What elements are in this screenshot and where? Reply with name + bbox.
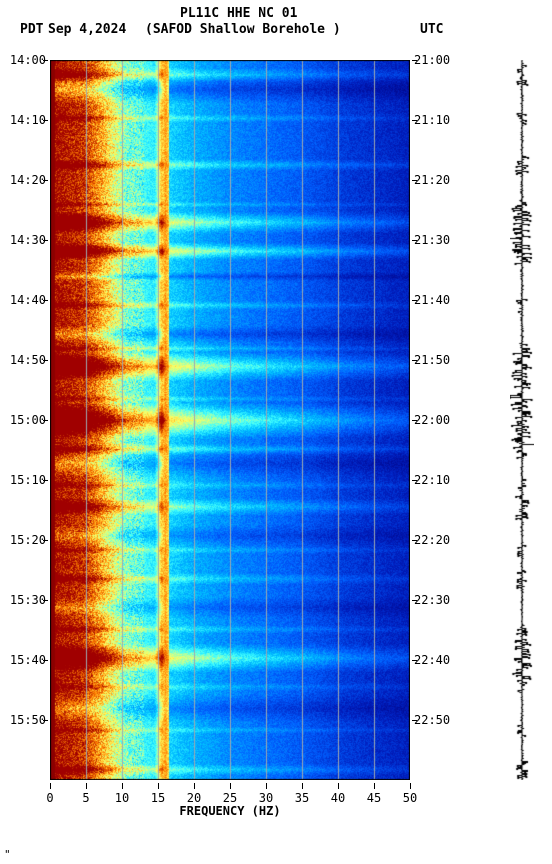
title-date: Sep 4,2024 (48, 22, 126, 37)
x-axis-label: FREQUENCY (HZ) (50, 804, 410, 818)
x-tick: 10 (115, 791, 129, 805)
y-right-tick: 21:30 (414, 233, 450, 247)
x-axis-ticks: 05101520253035404550 (50, 783, 410, 803)
y-left-tick: 15:40 (10, 653, 46, 667)
y-right-tick: 22:30 (414, 593, 450, 607)
corner-mark: " (4, 848, 11, 861)
y-left-tick: 14:20 (10, 173, 46, 187)
y-axis-left: 14:0014:1014:2014:3014:4014:5015:0015:10… (0, 60, 48, 780)
y-left-tick: 14:00 (10, 53, 46, 67)
y-right-tick: 22:40 (414, 653, 450, 667)
x-tick: 0 (46, 791, 53, 805)
y-right-tick: 22:50 (414, 713, 450, 727)
y-left-tick: 15:00 (10, 413, 46, 427)
title-pdt: PDT (20, 22, 43, 37)
x-tick: 35 (295, 791, 309, 805)
y-left-tick: 14:50 (10, 353, 46, 367)
x-tick: 20 (187, 791, 201, 805)
spectrogram-canvas (50, 60, 410, 780)
title-station: PL11C HHE NC 01 (180, 6, 297, 21)
x-tick: 25 (223, 791, 237, 805)
y-right-tick: 21:40 (414, 293, 450, 307)
x-tick: 15 (151, 791, 165, 805)
y-left-tick: 14:10 (10, 113, 46, 127)
y-axis-right: 21:0021:1021:2021:3021:4021:5022:0022:10… (412, 60, 462, 780)
spectrogram-plot (50, 60, 410, 780)
x-tick: 45 (367, 791, 381, 805)
y-left-tick: 14:40 (10, 293, 46, 307)
title-utc: UTC (420, 22, 443, 37)
y-right-tick: 22:20 (414, 533, 450, 547)
title-location: (SAFOD Shallow Borehole ) (145, 22, 341, 37)
y-left-tick: 15:30 (10, 593, 46, 607)
y-left-tick: 14:30 (10, 233, 46, 247)
y-right-tick: 21:00 (414, 53, 450, 67)
y-right-tick: 22:00 (414, 413, 450, 427)
x-tick: 5 (82, 791, 89, 805)
y-left-tick: 15:20 (10, 533, 46, 547)
x-tick: 40 (331, 791, 345, 805)
y-right-tick: 22:10 (414, 473, 450, 487)
x-tick: 50 (403, 791, 417, 805)
y-right-tick: 21:50 (414, 353, 450, 367)
x-tick: 30 (259, 791, 273, 805)
y-right-tick: 21:10 (414, 113, 450, 127)
y-left-tick: 15:10 (10, 473, 46, 487)
amplitude-strip (510, 60, 534, 780)
y-right-tick: 21:20 (414, 173, 450, 187)
y-left-tick: 15:50 (10, 713, 46, 727)
